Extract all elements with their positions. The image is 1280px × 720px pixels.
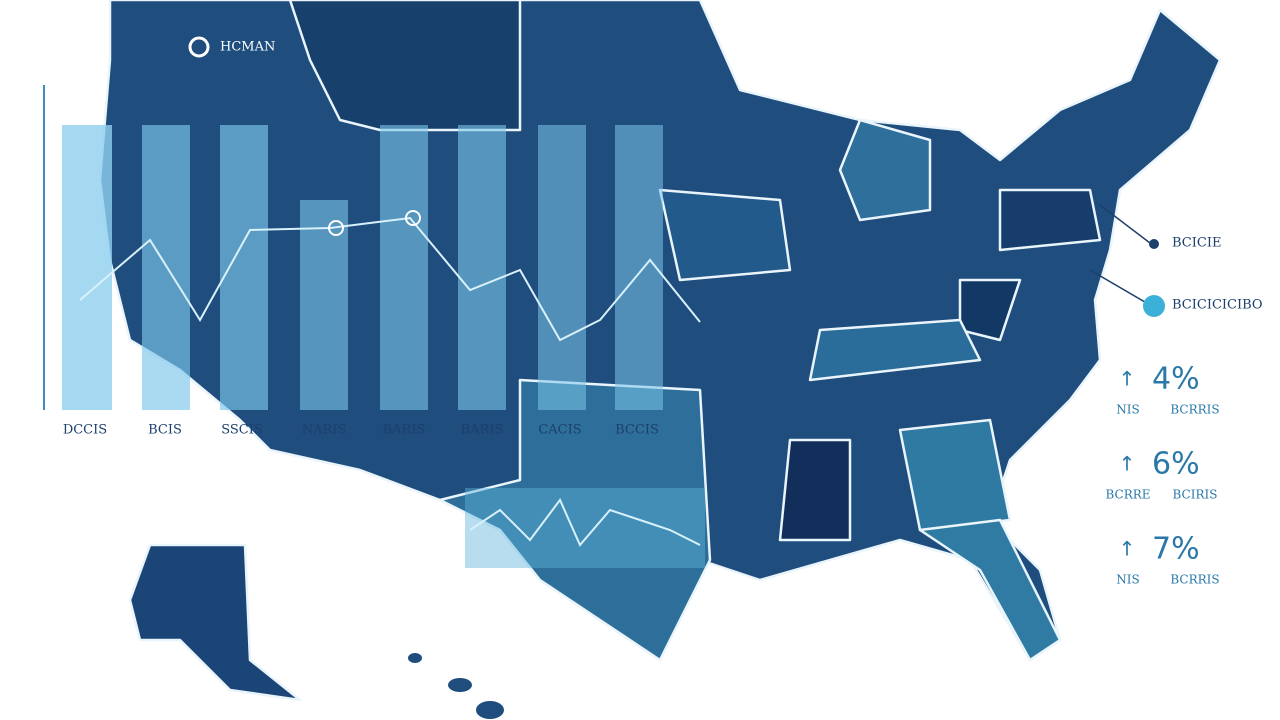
- callout-dot: [1149, 239, 1159, 249]
- bar: [458, 125, 506, 410]
- island: [448, 678, 472, 692]
- bar-label: NARIS: [302, 423, 347, 438]
- stat-right: BCIRIS: [1173, 488, 1218, 502]
- arrow: ↑: [1119, 537, 1136, 561]
- inset-line: [469, 498, 701, 547]
- stat-value: 6%: [1152, 447, 1200, 482]
- bar-label: SSCIS: [221, 423, 263, 438]
- bar: [538, 125, 586, 410]
- bar-overlay: [43, 85, 705, 568]
- alaska: [128, 543, 302, 702]
- state: [778, 438, 852, 542]
- bar-label: BARIS: [383, 423, 426, 438]
- bar-label: DCCIS: [63, 423, 107, 438]
- state: [658, 188, 792, 282]
- bar: [62, 125, 112, 410]
- bar: [220, 125, 268, 410]
- marker: [328, 220, 344, 236]
- bar-label: BCIS: [148, 423, 182, 438]
- stat-right: BCRRIS: [1170, 403, 1219, 417]
- island: [408, 653, 422, 663]
- callout-dot: [1143, 295, 1165, 317]
- state: [918, 518, 1062, 662]
- marker: [405, 210, 421, 226]
- stat-left: NIS: [1116, 573, 1139, 587]
- state: [438, 378, 712, 662]
- arrow: ↑: [1119, 452, 1136, 476]
- marker-label: HCMAN: [220, 40, 275, 55]
- stat-right: BCRRIS: [1170, 573, 1219, 587]
- stat-value: 4%: [1152, 362, 1200, 397]
- stat-value: 7%: [1152, 532, 1200, 567]
- arrow: ↑: [1119, 367, 1136, 391]
- stat-left: NIS: [1116, 403, 1139, 417]
- stats: ↑ 4% NIS BCRRIS ↑ 6%BCRRE BCIRIS ↑ 7% NIS BCRRIS: [1105, 362, 1219, 587]
- state: [998, 188, 1102, 252]
- trend-line: [79, 216, 701, 342]
- callout-label: BCICICICIBO: [1172, 298, 1263, 313]
- bar: [380, 125, 428, 410]
- callout-line: [1089, 269, 1151, 306]
- bar: [300, 200, 348, 410]
- bar-label: BCCIS: [615, 423, 659, 438]
- stat-left: BCRRE: [1105, 488, 1150, 502]
- state: [958, 278, 1022, 342]
- callout-line: [1099, 204, 1151, 244]
- state: [808, 318, 982, 382]
- bar-label: BARIS: [461, 423, 504, 438]
- callout-label: BCICIE: [1172, 236, 1221, 251]
- state: [898, 418, 1012, 532]
- state: [838, 118, 932, 222]
- bar-labels: DCCIS BCIS SSCIS NARIS BARIS BARIS CACIS BCCIS: [63, 423, 659, 438]
- marker: [188, 36, 210, 58]
- bar-label: CACIS: [538, 423, 581, 438]
- inset-panel: [465, 488, 705, 568]
- island: [476, 701, 504, 719]
- bar: [142, 125, 190, 410]
